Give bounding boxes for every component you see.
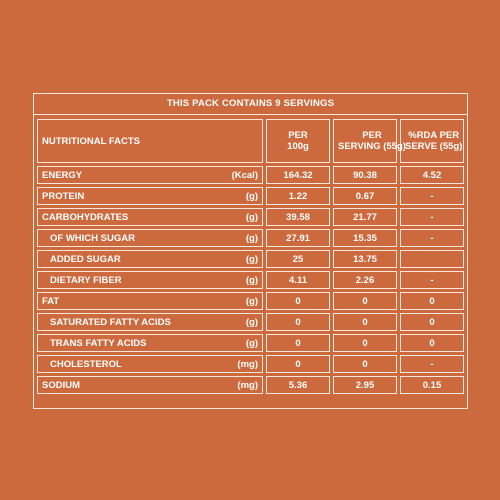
table-row: CARBOHYDRATES (g) 39.58 21.77- <box>37 208 464 226</box>
per-serving-value: 13.75 <box>333 250 397 268</box>
table-row: SATURATED FATTY ACIDS (g) 0 0 0 <box>37 313 464 331</box>
table-row: ADDED SUGAR (g) 25 13.75 <box>37 250 464 268</box>
per-serving-value: 0.67 <box>333 187 397 205</box>
per-100g-value: 1.22 <box>266 187 330 205</box>
nutrient-cell: CARBOHYDRATES (g) <box>37 208 263 226</box>
nutrient-name: CARBOHYDRATES <box>42 211 129 223</box>
nutrient-name: SATURATED FATTY ACIDS <box>50 316 171 328</box>
rda-value: 0 <box>400 313 464 331</box>
nutrient-name: TRANS FATTY ACIDS <box>50 337 147 349</box>
header-serving-line2: SERVING (55g) <box>338 141 406 152</box>
nutrient-cell: TRANS FATTY ACIDS (g) <box>37 334 263 352</box>
per-serving-value: 0 <box>333 313 397 331</box>
table-row: ENERGY (Kcal) 164.32 90.38 4.52 <box>37 166 464 184</box>
table-row: TRANS FATTY ACIDS (g) 0 0 0 <box>37 334 464 352</box>
header-per-serving: PER SERVING (55g) <box>333 119 406 163</box>
per-100g-value: 4.11 <box>266 271 330 289</box>
nutrient-name: ENERGY <box>42 169 83 181</box>
per-serving-value: 15.35 <box>333 229 397 247</box>
table-row: SODIUM (mg) 5.36 2.95 0.15 <box>37 376 464 394</box>
nutrient-unit: (g) <box>245 232 258 244</box>
nutrient-unit: (g) <box>245 190 258 202</box>
nutrient-cell: CHOLESTEROL (mg) <box>37 355 263 373</box>
per-serving-value: 90.38 <box>333 166 397 184</box>
rda-value: - <box>400 187 464 205</box>
nutrient-unit: (mg) <box>237 379 258 391</box>
nutrient-cell: OF WHICH SUGAR (g) <box>37 229 263 247</box>
nutrient-cell: ADDED SUGAR (g) <box>37 250 263 268</box>
table-row: OF WHICH SUGAR (g) 27.91 15.35- <box>37 229 464 247</box>
nutrient-unit: (g) <box>245 316 258 328</box>
nutrient-unit: (Kcal) <box>231 169 258 181</box>
nutrient-cell: ENERGY (Kcal) <box>37 166 263 184</box>
nutrient-name: SODIUM <box>42 379 80 391</box>
nutrition-table: NUTRITIONAL FACTS PER 100g PER SERVING (55… <box>34 116 467 397</box>
per-100g-value: 164.32 <box>266 166 330 184</box>
nutrition-panel: THIS PACK CONTAINS 9 SERVINGS NUTRITIONA… <box>33 93 468 409</box>
per-100g-value: 39.58 <box>266 208 330 226</box>
nutrient-unit: (g) <box>245 211 258 223</box>
table-row: CHOLESTEROL (mg) 0 0- <box>37 355 464 373</box>
header-per-100g: PER 100g <box>266 119 330 163</box>
nutrient-name: PROTEIN <box>42 190 85 202</box>
header-rda-per-serve: %RDA PER SERVE (55g) <box>400 119 464 163</box>
per-100g-value: 0 <box>266 334 330 352</box>
rda-value: 0 <box>400 292 464 310</box>
per-serving-value: 2.95 <box>333 376 397 394</box>
servings-banner: THIS PACK CONTAINS 9 SERVINGS <box>34 94 467 115</box>
nutrient-name: CHOLESTEROL <box>50 358 122 370</box>
nutrient-unit: (g) <box>245 274 258 286</box>
rda-value: - <box>400 355 464 373</box>
per-100g-value: 27.91 <box>266 229 330 247</box>
header-rda-line1: %RDA PER <box>408 130 460 141</box>
nutrient-name: FAT <box>42 295 60 307</box>
nutrient-unit: (g) <box>245 253 258 265</box>
per-100g-value: 5.36 <box>266 376 330 394</box>
nutrient-unit: (g) <box>245 295 258 307</box>
per-100g-value: 0 <box>266 313 330 331</box>
rda-value: - <box>400 208 464 226</box>
per-serving-value: 0 <box>333 334 397 352</box>
nutrient-unit: (g) <box>245 337 258 349</box>
nutrient-cell: SATURATED FATTY ACIDS (g) <box>37 313 263 331</box>
per-100g-value: 0 <box>266 355 330 373</box>
nutrient-unit: (mg) <box>237 358 258 370</box>
per-serving-value: 21.77 <box>333 208 397 226</box>
nutrient-cell: SODIUM (mg) <box>37 376 263 394</box>
table-row: FAT (g) 0 0 0 <box>37 292 464 310</box>
nutrient-cell: FAT (g) <box>37 292 263 310</box>
nutrient-name: DIETARY FIBER <box>50 274 122 286</box>
per-100g-value: 25 <box>266 250 330 268</box>
table-header-row: NUTRITIONAL FACTS PER 100g PER SERVING (55… <box>37 119 464 163</box>
nutrient-cell: PROTEIN (g) <box>37 187 263 205</box>
rda-value: 0 <box>400 334 464 352</box>
rda-value <box>400 250 464 268</box>
per-serving-value: 0 <box>333 292 397 310</box>
header-serving-line1: PER <box>362 130 382 141</box>
nutrient-name: ADDED SUGAR <box>50 253 121 265</box>
rda-value: 0.15 <box>400 376 464 394</box>
nutrient-cell: DIETARY FIBER (g) <box>37 271 263 289</box>
rda-value: - <box>400 229 464 247</box>
header-per100-line2: 100g <box>287 141 309 152</box>
nutrient-name: OF WHICH SUGAR <box>50 232 135 244</box>
per-100g-value: 0 <box>266 292 330 310</box>
per-serving-value: 2.26 <box>333 271 397 289</box>
table-row: PROTEIN (g) 1.22 0.67- <box>37 187 464 205</box>
rda-value: - <box>400 271 464 289</box>
table-row: DIETARY FIBER (g) 4.11 2.26- <box>37 271 464 289</box>
header-per100-line1: PER <box>288 130 308 141</box>
header-nutritional-facts: NUTRITIONAL FACTS <box>37 119 263 163</box>
per-serving-value: 0 <box>333 355 397 373</box>
rda-value: 4.52 <box>400 166 464 184</box>
header-nutrient-label: NUTRITIONAL FACTS <box>42 135 140 147</box>
header-rda-line2: SERVE (55g) <box>405 141 463 152</box>
